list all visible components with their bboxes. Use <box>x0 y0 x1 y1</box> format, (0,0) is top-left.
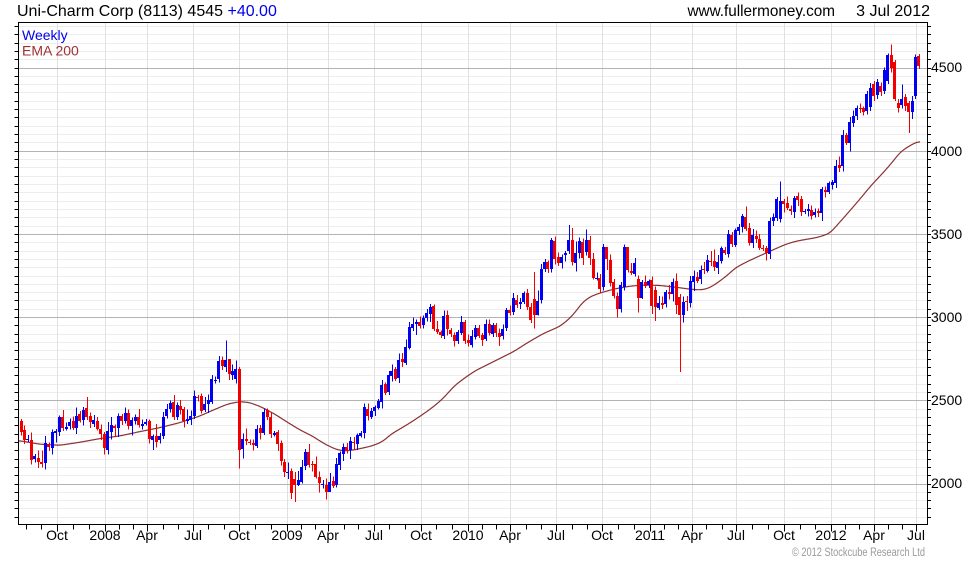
svg-text:Apr: Apr <box>317 527 339 543</box>
svg-text:2008: 2008 <box>89 527 120 543</box>
svg-text:Jul: Jul <box>365 527 383 543</box>
svg-text:Weekly: Weekly <box>22 27 68 43</box>
svg-text:Jul: Jul <box>547 527 565 543</box>
svg-text:© 2012 Stockcube Research Ltd: © 2012 Stockcube Research Ltd <box>792 547 925 559</box>
svg-text:Apr: Apr <box>136 527 158 543</box>
svg-text:EMA 200: EMA 200 <box>22 43 79 59</box>
svg-text:Oct: Oct <box>228 527 250 543</box>
svg-text:2000: 2000 <box>931 475 962 491</box>
svg-text:Jul: Jul <box>907 527 925 543</box>
svg-text:2009: 2009 <box>271 527 302 543</box>
svg-text:Oct: Oct <box>410 527 432 543</box>
svg-text:4500: 4500 <box>931 59 962 75</box>
svg-text:Apr: Apr <box>681 527 703 543</box>
svg-text:Oct: Oct <box>591 527 613 543</box>
svg-text:Jul: Jul <box>727 527 745 543</box>
svg-text:2011: 2011 <box>635 527 665 543</box>
svg-text:2012: 2012 <box>815 527 846 543</box>
svg-text:3000: 3000 <box>931 309 962 325</box>
svg-text:Uni-Charm Corp (8113) 4545 +40: Uni-Charm Corp (8113) 4545 +40.00 <box>17 3 277 20</box>
svg-text:4000: 4000 <box>931 143 962 159</box>
svg-text:Oct: Oct <box>773 527 795 543</box>
svg-text:Jul: Jul <box>184 527 202 543</box>
svg-text:Apr: Apr <box>863 527 885 543</box>
svg-text:Oct: Oct <box>46 527 68 543</box>
svg-text:2010: 2010 <box>452 527 483 543</box>
svg-text:Apr: Apr <box>499 527 521 543</box>
svg-text:2500: 2500 <box>931 392 962 408</box>
svg-text:www.fullermoney.com: www.fullermoney.com <box>687 3 835 20</box>
svg-text:3 Jul 2012: 3 Jul 2012 <box>856 3 930 20</box>
svg-text:3500: 3500 <box>931 226 962 242</box>
